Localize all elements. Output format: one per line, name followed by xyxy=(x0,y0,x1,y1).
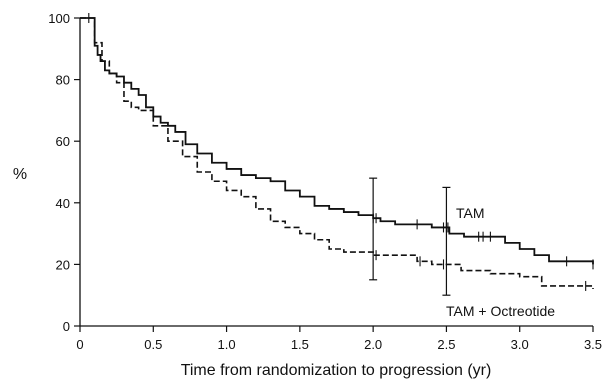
y-tick-label-20: 20 xyxy=(56,257,70,272)
x-tick-label-1-0: 1.0 xyxy=(218,337,236,352)
annotations: TAM TAM + Octreotide xyxy=(446,205,555,319)
y-tick-label-60: 60 xyxy=(56,134,70,149)
y-tick-label-0: 0 xyxy=(63,319,70,334)
y-tick-label-80: 80 xyxy=(56,73,70,88)
y-axis-label: % xyxy=(13,166,27,183)
x-tick-label-0-5: 0.5 xyxy=(144,337,162,352)
y-axis: 0 20 40 60 80 100 % xyxy=(13,11,81,334)
x-tick-label-3-0: 3.0 xyxy=(511,337,529,352)
x-ticks: 0 0.5 1.0 1.5 2.0 2.5 3.0 3.5 xyxy=(76,326,602,352)
error-bar-2 xyxy=(442,186,451,296)
series-line-tam xyxy=(80,17,594,265)
x-axis: 0 0.5 1.0 1.5 2.0 2.5 3.0 3.5 Time from randomi… xyxy=(76,325,602,379)
error-bars-layer xyxy=(369,177,451,296)
y-tick-label-40: 40 xyxy=(56,196,70,211)
annotation-tam: TAM xyxy=(456,205,485,221)
x-tick-label-1-5: 1.5 xyxy=(291,337,309,352)
x-tick-label-0: 0 xyxy=(76,337,83,352)
censor-marks-layer xyxy=(88,13,594,291)
annotation-tam-octreotide: TAM + Octreotide xyxy=(446,303,555,319)
error-bar-1 xyxy=(369,177,378,281)
y-tick-label-100: 100 xyxy=(48,11,70,26)
series-layer xyxy=(80,17,594,290)
x-axis-label: Time from randomization to progression (… xyxy=(181,362,492,379)
x-tick-label-2-0: 2.0 xyxy=(364,337,382,352)
x-tick-label-3-5: 3.5 xyxy=(584,337,602,352)
x-tick-label-2-5: 2.5 xyxy=(437,337,455,352)
y-ticks: 0 20 40 60 80 100 xyxy=(48,11,80,334)
series-line-tam-octreotide xyxy=(80,17,594,290)
